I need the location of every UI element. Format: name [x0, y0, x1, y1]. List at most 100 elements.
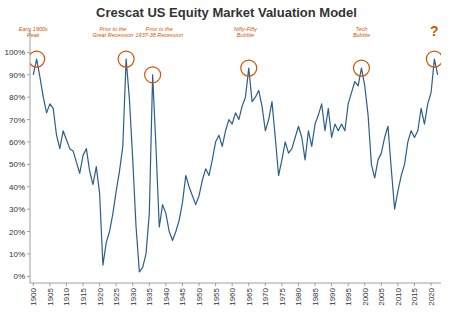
x-tick — [331, 283, 332, 286]
annotation-circle — [353, 60, 369, 76]
y-tick-label: 10% — [9, 250, 25, 259]
annotation-line: ? — [430, 23, 439, 39]
x-tick-label: 2015 — [410, 287, 419, 305]
annotation-line: 1937-38 Recession — [136, 32, 183, 38]
x-tick-label: 1945 — [178, 287, 187, 305]
annotation-line: Prior to the — [146, 26, 173, 32]
y-axis-line — [30, 30, 31, 283]
x-tick-label: 2010 — [394, 287, 403, 305]
x-tick — [149, 283, 150, 286]
x-tick-label: 1960 — [228, 287, 237, 305]
y-axis: 0% 10% 20% 30% 40% 50% 60% 70% 80% 90% 100% — [5, 30, 30, 283]
y-tick-label: 70% — [9, 116, 25, 125]
title: Crescat US Equity Market Valuation Model — [96, 5, 357, 20]
annotation-line: Tech — [356, 26, 368, 32]
x-tick — [348, 283, 349, 286]
annotation-label: Nifty-FiftyBubble — [234, 26, 258, 39]
x-tick — [83, 283, 84, 286]
y-tick-label: 90% — [9, 71, 25, 80]
y-tick — [27, 231, 30, 232]
plot-area — [30, 51, 441, 272]
y-tick — [27, 186, 30, 187]
annotation-label: TechBubble — [353, 26, 370, 39]
annotation-line: Great Recession — [92, 32, 133, 38]
x-tick-label: 1985 — [311, 287, 320, 305]
x-tick — [116, 283, 117, 286]
x-tick — [431, 283, 432, 286]
y-tick — [27, 253, 30, 254]
x-tick-label: 1950 — [195, 287, 204, 305]
x-tick-label: 1910 — [62, 287, 71, 305]
y-tick — [27, 74, 30, 75]
x-tick-label: 1995 — [344, 287, 353, 305]
annotation-label: ? — [430, 23, 439, 39]
x-tick — [182, 283, 183, 286]
x-tick-label: 1935 — [145, 287, 154, 305]
y-tick — [27, 164, 30, 165]
x-axis-line — [30, 283, 441, 284]
x-tick-label: 1975 — [278, 287, 287, 305]
y-tick-label: 0% — [13, 272, 25, 281]
x-tick — [364, 283, 365, 286]
y-tick — [27, 52, 30, 53]
y-tick — [27, 97, 30, 98]
annotations: Early 1900sPeakPrior to theGreat Recessi… — [19, 23, 439, 39]
x-tick-label: 2005 — [377, 287, 386, 305]
x-tick-label: 1965 — [245, 287, 254, 305]
x-tick — [265, 283, 266, 286]
y-tick — [27, 141, 30, 142]
x-tick-label: 1970 — [261, 287, 270, 305]
x-tick-label: 1940 — [162, 287, 171, 305]
x-tick — [66, 283, 67, 286]
y-tick-label: 40% — [9, 183, 25, 192]
x-tick — [248, 283, 249, 286]
annotation-label: Prior to the1937-38 Recession — [136, 26, 183, 39]
y-tick-label: 80% — [9, 93, 25, 102]
x-tick-label: 1980 — [294, 287, 303, 305]
y-tick — [27, 119, 30, 120]
x-tick — [132, 283, 133, 286]
y-tick-label: 100% — [5, 48, 25, 57]
y-tick-label: 60% — [9, 138, 25, 147]
x-tick-label: 1955 — [212, 287, 221, 305]
x-tick-label: 1915 — [79, 287, 88, 305]
x-tick — [215, 283, 216, 286]
y-tick-label: 20% — [9, 228, 25, 237]
x-axis: 1900190519101915192019251930193519401945… — [29, 283, 441, 306]
x-tick — [414, 283, 415, 286]
x-tick — [165, 283, 166, 286]
x-tick-label: 1905 — [46, 287, 55, 305]
y-tick — [27, 209, 30, 210]
x-tick — [281, 283, 282, 286]
valuation-line — [33, 59, 437, 272]
x-tick-label: 2000 — [361, 287, 370, 305]
x-tick-label: 1930 — [129, 287, 138, 305]
x-tick — [381, 283, 382, 286]
annotation-line: Bubble — [353, 32, 370, 38]
x-tick-label: 1990 — [328, 287, 337, 305]
x-tick — [397, 283, 398, 286]
x-tick — [33, 283, 34, 286]
annotation-line: Nifty-Fifty — [234, 26, 258, 32]
annotation-circle — [145, 67, 161, 83]
annotation-label: Prior to theGreat Recession — [92, 26, 133, 39]
x-tick — [99, 283, 100, 286]
y-tick-label: 30% — [9, 205, 25, 214]
y-tick-label: 50% — [9, 160, 25, 169]
x-tick — [232, 283, 233, 286]
annotation-circle — [30, 51, 45, 67]
x-tick-label: 2020 — [427, 287, 436, 305]
annotation-label: Early 1900sPeak — [19, 26, 48, 39]
x-tick-label: 1920 — [96, 287, 105, 305]
annotation-line: Peak — [27, 32, 40, 38]
x-tick — [298, 283, 299, 286]
x-tick — [49, 283, 50, 286]
y-tick — [27, 276, 30, 277]
annotation-circle — [426, 51, 441, 67]
chart: Crescat US Equity Market Valuation Model… — [0, 0, 453, 315]
x-tick — [199, 283, 200, 286]
annotation-circle — [241, 60, 257, 76]
annotation-line: Prior to the — [99, 26, 126, 32]
x-tick-label: 1900 — [29, 287, 38, 305]
annotation-line: Early 1900s — [19, 26, 48, 32]
